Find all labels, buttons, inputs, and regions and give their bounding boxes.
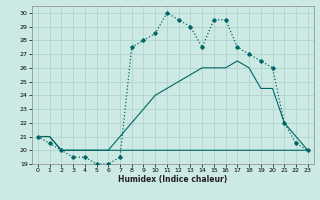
X-axis label: Humidex (Indice chaleur): Humidex (Indice chaleur) [118, 175, 228, 184]
